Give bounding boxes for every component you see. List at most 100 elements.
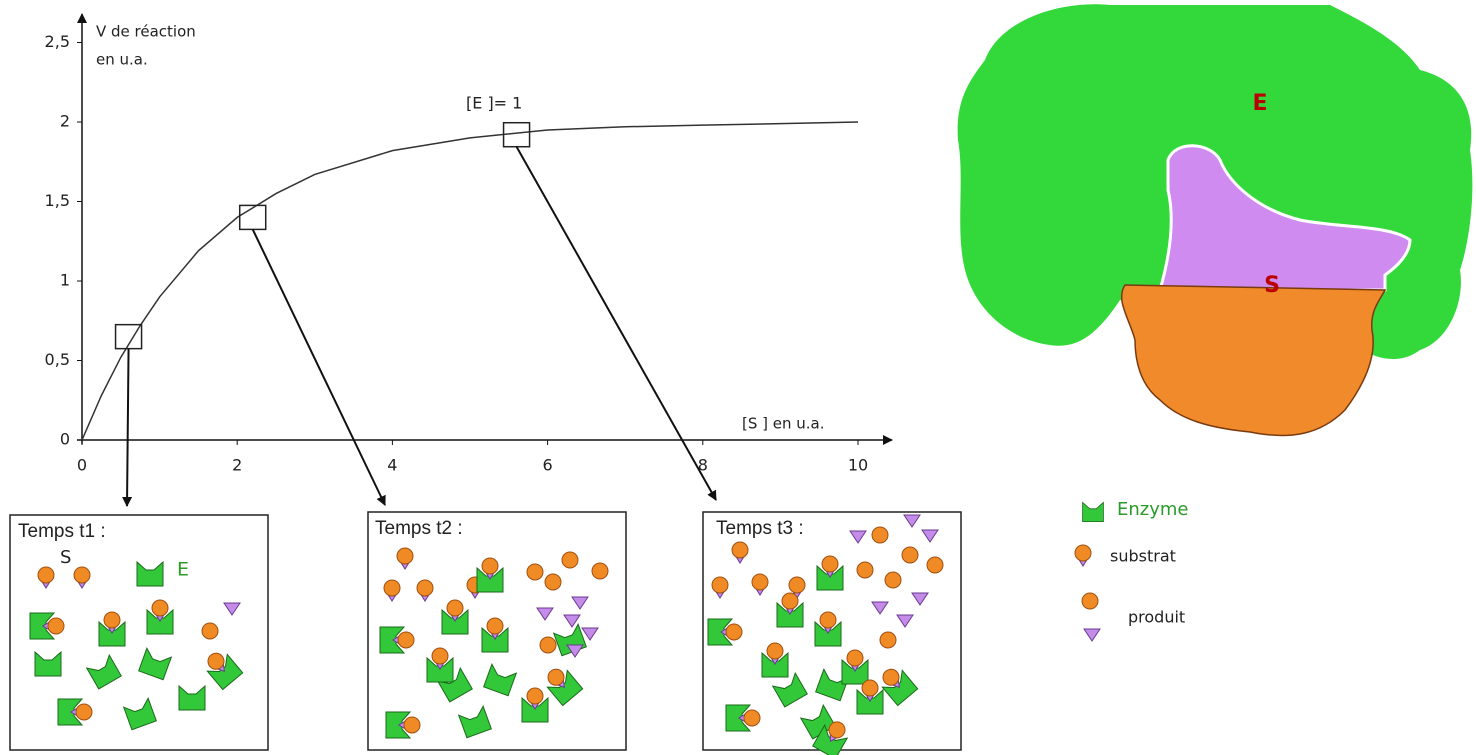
substrate xyxy=(431,647,449,665)
enzyme xyxy=(146,599,174,635)
enzyme xyxy=(178,684,206,711)
marker-box xyxy=(238,204,267,231)
enzyme-shape xyxy=(379,626,406,654)
product-circle xyxy=(591,562,609,580)
y-tick-label: 1,5 xyxy=(45,191,70,210)
enzyme-shape xyxy=(481,626,509,653)
enzyme-shape xyxy=(483,663,518,697)
legend-label: Enzyme xyxy=(1117,499,1189,520)
enzyme xyxy=(776,592,804,628)
product-triangle xyxy=(871,601,889,615)
y-tick-label: 0,5 xyxy=(45,350,70,369)
enzyme-shape xyxy=(441,608,469,635)
product-triangle xyxy=(566,644,584,658)
panel-label: E xyxy=(177,559,189,581)
substrate xyxy=(446,599,464,617)
substrate xyxy=(711,576,729,594)
product-circle xyxy=(561,551,579,569)
substrate xyxy=(828,721,846,739)
panel-box xyxy=(9,514,269,751)
legend-label: substrat xyxy=(1110,547,1176,566)
substrate xyxy=(486,617,504,635)
molecules xyxy=(29,501,1104,755)
y-tick-label: 1 xyxy=(60,271,70,290)
enzyme xyxy=(34,650,62,677)
substrate xyxy=(383,579,401,597)
y-axis-label: en u.a. xyxy=(96,51,148,69)
y-tick-label: 2,5 xyxy=(45,32,70,51)
substrate xyxy=(821,555,839,573)
product-circle xyxy=(544,573,562,591)
substrate xyxy=(1074,544,1092,562)
x-tick-label: 4 xyxy=(387,456,397,475)
substrate xyxy=(526,687,544,705)
enzyme xyxy=(841,649,869,685)
y-tick-label: 2 xyxy=(60,112,70,131)
enzyme-shape xyxy=(178,684,206,711)
product-triangle xyxy=(563,614,581,628)
x-tick-label: 2 xyxy=(232,456,242,475)
enzyme-shape xyxy=(776,601,804,628)
product-triangle xyxy=(921,529,939,543)
panel-title: Temps t1 : xyxy=(18,521,106,542)
enzyme-shape xyxy=(856,688,884,715)
enzyme xyxy=(85,653,122,690)
x-tick-label: 0 xyxy=(77,456,87,475)
enzyme-shape xyxy=(385,711,412,739)
product-triangle xyxy=(849,530,867,544)
enzyme-shape xyxy=(812,723,849,755)
substrate xyxy=(731,541,749,559)
substrate xyxy=(788,576,806,594)
product-triangle xyxy=(903,514,921,528)
panel-box xyxy=(367,511,627,751)
substrate xyxy=(846,649,864,667)
enzyme xyxy=(138,647,173,681)
product-triangle xyxy=(911,592,929,606)
enzyme xyxy=(481,617,509,653)
product-circle xyxy=(1081,592,1099,610)
enzyme-shape xyxy=(122,697,157,731)
product-triangle xyxy=(581,627,599,641)
enzyme xyxy=(436,666,473,703)
enzyme-shape xyxy=(476,566,504,593)
enzyme-shape xyxy=(136,560,164,587)
y-axis-label: V de réaction xyxy=(96,23,196,41)
enzyme xyxy=(122,697,157,731)
product-triangle xyxy=(1083,628,1101,642)
enzyme xyxy=(856,679,884,715)
enzyme-shape xyxy=(138,647,173,681)
enzyme-shape xyxy=(761,651,789,678)
enzyme xyxy=(98,611,126,647)
product-triangle xyxy=(223,602,241,616)
product-circle xyxy=(201,622,219,640)
substrate xyxy=(73,566,91,584)
x-axis-label: [S ] en u.a. xyxy=(742,415,825,433)
enzyme xyxy=(771,671,808,708)
enzyme-shape xyxy=(146,608,174,635)
enzyme-shape xyxy=(816,564,844,591)
annotation: [E ]= 1 xyxy=(466,94,522,113)
substrate xyxy=(103,611,121,629)
enzyme-shape xyxy=(881,669,919,707)
enzyme xyxy=(136,560,164,587)
arrow xyxy=(515,146,717,501)
enzyme xyxy=(881,668,919,707)
substrate xyxy=(403,716,421,734)
product-circle xyxy=(884,571,902,589)
panel-label: S xyxy=(60,547,71,568)
enzyme xyxy=(816,555,844,591)
substrate-lower xyxy=(1120,284,1387,437)
enzyme-shape xyxy=(34,650,62,677)
enzyme xyxy=(57,698,93,726)
x-tick-label: 8 xyxy=(698,456,708,475)
product-circle xyxy=(901,546,919,564)
enzyme-shape xyxy=(57,698,84,726)
substrate xyxy=(397,631,415,649)
substrate xyxy=(861,679,879,697)
enzyme xyxy=(385,711,421,739)
enzyme xyxy=(426,647,454,683)
enzyme-shape xyxy=(457,705,492,739)
enzyme-shape xyxy=(98,620,126,647)
enzyme-shape xyxy=(546,669,584,707)
